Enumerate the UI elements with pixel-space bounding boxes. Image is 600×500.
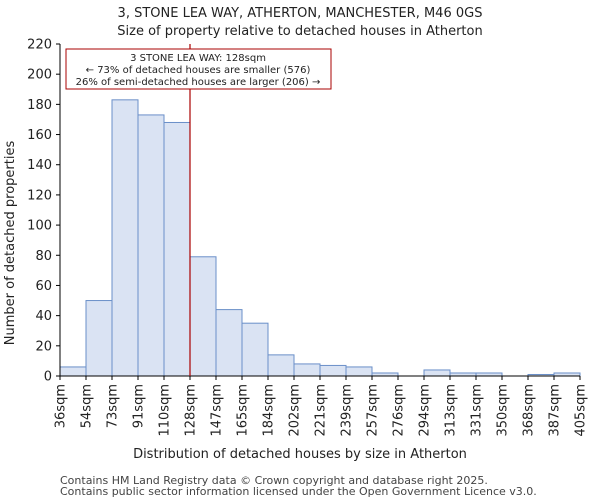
bar-110sqm bbox=[163, 121, 191, 377]
bar-294sqm bbox=[423, 369, 451, 377]
bars-group bbox=[59, 99, 581, 377]
y-axis-title: Number of detached properties bbox=[3, 141, 18, 346]
x-tick-label: 239sqm bbox=[340, 384, 355, 437]
x-tick-label: 405sqm bbox=[574, 384, 589, 437]
chart-title: 3, STONE LEA WAY, ATHERTON, MANCHESTER, … bbox=[118, 6, 483, 21]
x-tick-label: 202sqm bbox=[288, 384, 303, 437]
bar-184sqm bbox=[267, 354, 295, 377]
y-tick-label: 220 bbox=[27, 38, 52, 53]
footer-line-2: Contains public sector information licen… bbox=[60, 485, 537, 498]
x-tick-label: 147sqm bbox=[210, 384, 225, 437]
bar-147sqm bbox=[215, 309, 243, 377]
y-tick-label: 180 bbox=[27, 98, 52, 113]
x-tick-label: 54sqm bbox=[80, 384, 95, 428]
annotation-box bbox=[65, 48, 332, 90]
x-tick-label: 387sqm bbox=[548, 384, 563, 437]
annotation-line-2: ← 73% of detached houses are smaller (57… bbox=[86, 65, 311, 76]
y-tick-label: 0 bbox=[44, 370, 52, 385]
y-axis-ticks: 0 20 40 60 80 100 120 140 160 180 200 220 bbox=[27, 38, 60, 385]
x-tick-label: 91sqm bbox=[132, 384, 147, 428]
x-tick-label: 128sqm bbox=[184, 384, 199, 437]
x-axis-ticks: 36sqm 54sqm 73sqm 91sqm 110sqm 128sqm 147sqm 16… bbox=[54, 376, 589, 437]
x-tick-label: 276sqm bbox=[392, 384, 407, 437]
bar-73sqm bbox=[111, 99, 139, 377]
annotation-line-1: 3 STONE LEA WAY: 128sqm bbox=[130, 53, 266, 64]
y-tick-label: 100 bbox=[27, 219, 52, 234]
y-tick-label: 200 bbox=[27, 68, 52, 83]
bar-221sqm bbox=[319, 364, 347, 377]
bar-239sqm bbox=[345, 366, 373, 377]
bar-54sqm bbox=[85, 300, 113, 377]
bar-91sqm bbox=[137, 114, 165, 377]
y-tick-label: 40 bbox=[35, 309, 52, 324]
footer-line-1: Contains HM Land Registry data © Crown c… bbox=[60, 474, 488, 487]
x-tick-label: 36sqm bbox=[54, 384, 69, 428]
x-tick-label: 110sqm bbox=[158, 384, 173, 437]
x-tick-label: 331sqm bbox=[470, 384, 485, 437]
x-axis-title: Distribution of detached houses by size … bbox=[133, 447, 467, 462]
x-tick-label: 73sqm bbox=[106, 384, 121, 428]
y-tick-label: 60 bbox=[35, 279, 52, 294]
y-tick-label: 80 bbox=[35, 249, 52, 264]
bar-202sqm bbox=[293, 363, 321, 377]
x-tick-label: 184sqm bbox=[262, 384, 277, 437]
x-tick-label: 294sqm bbox=[418, 384, 433, 437]
y-tick-label: 140 bbox=[27, 158, 52, 173]
y-tick-label: 120 bbox=[27, 188, 52, 203]
bar-165sqm bbox=[241, 322, 269, 377]
chart-subtitle: Size of property relative to detached ho… bbox=[117, 24, 482, 39]
x-tick-label: 368sqm bbox=[522, 384, 537, 437]
x-tick-label: 165sqm bbox=[236, 384, 251, 437]
y-tick-label: 20 bbox=[35, 339, 52, 354]
bar-36sqm bbox=[59, 366, 87, 377]
x-tick-label: 313sqm bbox=[444, 384, 459, 437]
x-tick-label: 257sqm bbox=[366, 384, 381, 437]
bar-128sqm bbox=[189, 256, 217, 377]
annotation-line-3: 26% of semi-detached houses are larger (… bbox=[76, 77, 321, 88]
x-tick-label: 221sqm bbox=[314, 384, 329, 437]
x-tick-label: 350sqm bbox=[496, 384, 511, 437]
y-tick-label: 160 bbox=[27, 128, 52, 143]
